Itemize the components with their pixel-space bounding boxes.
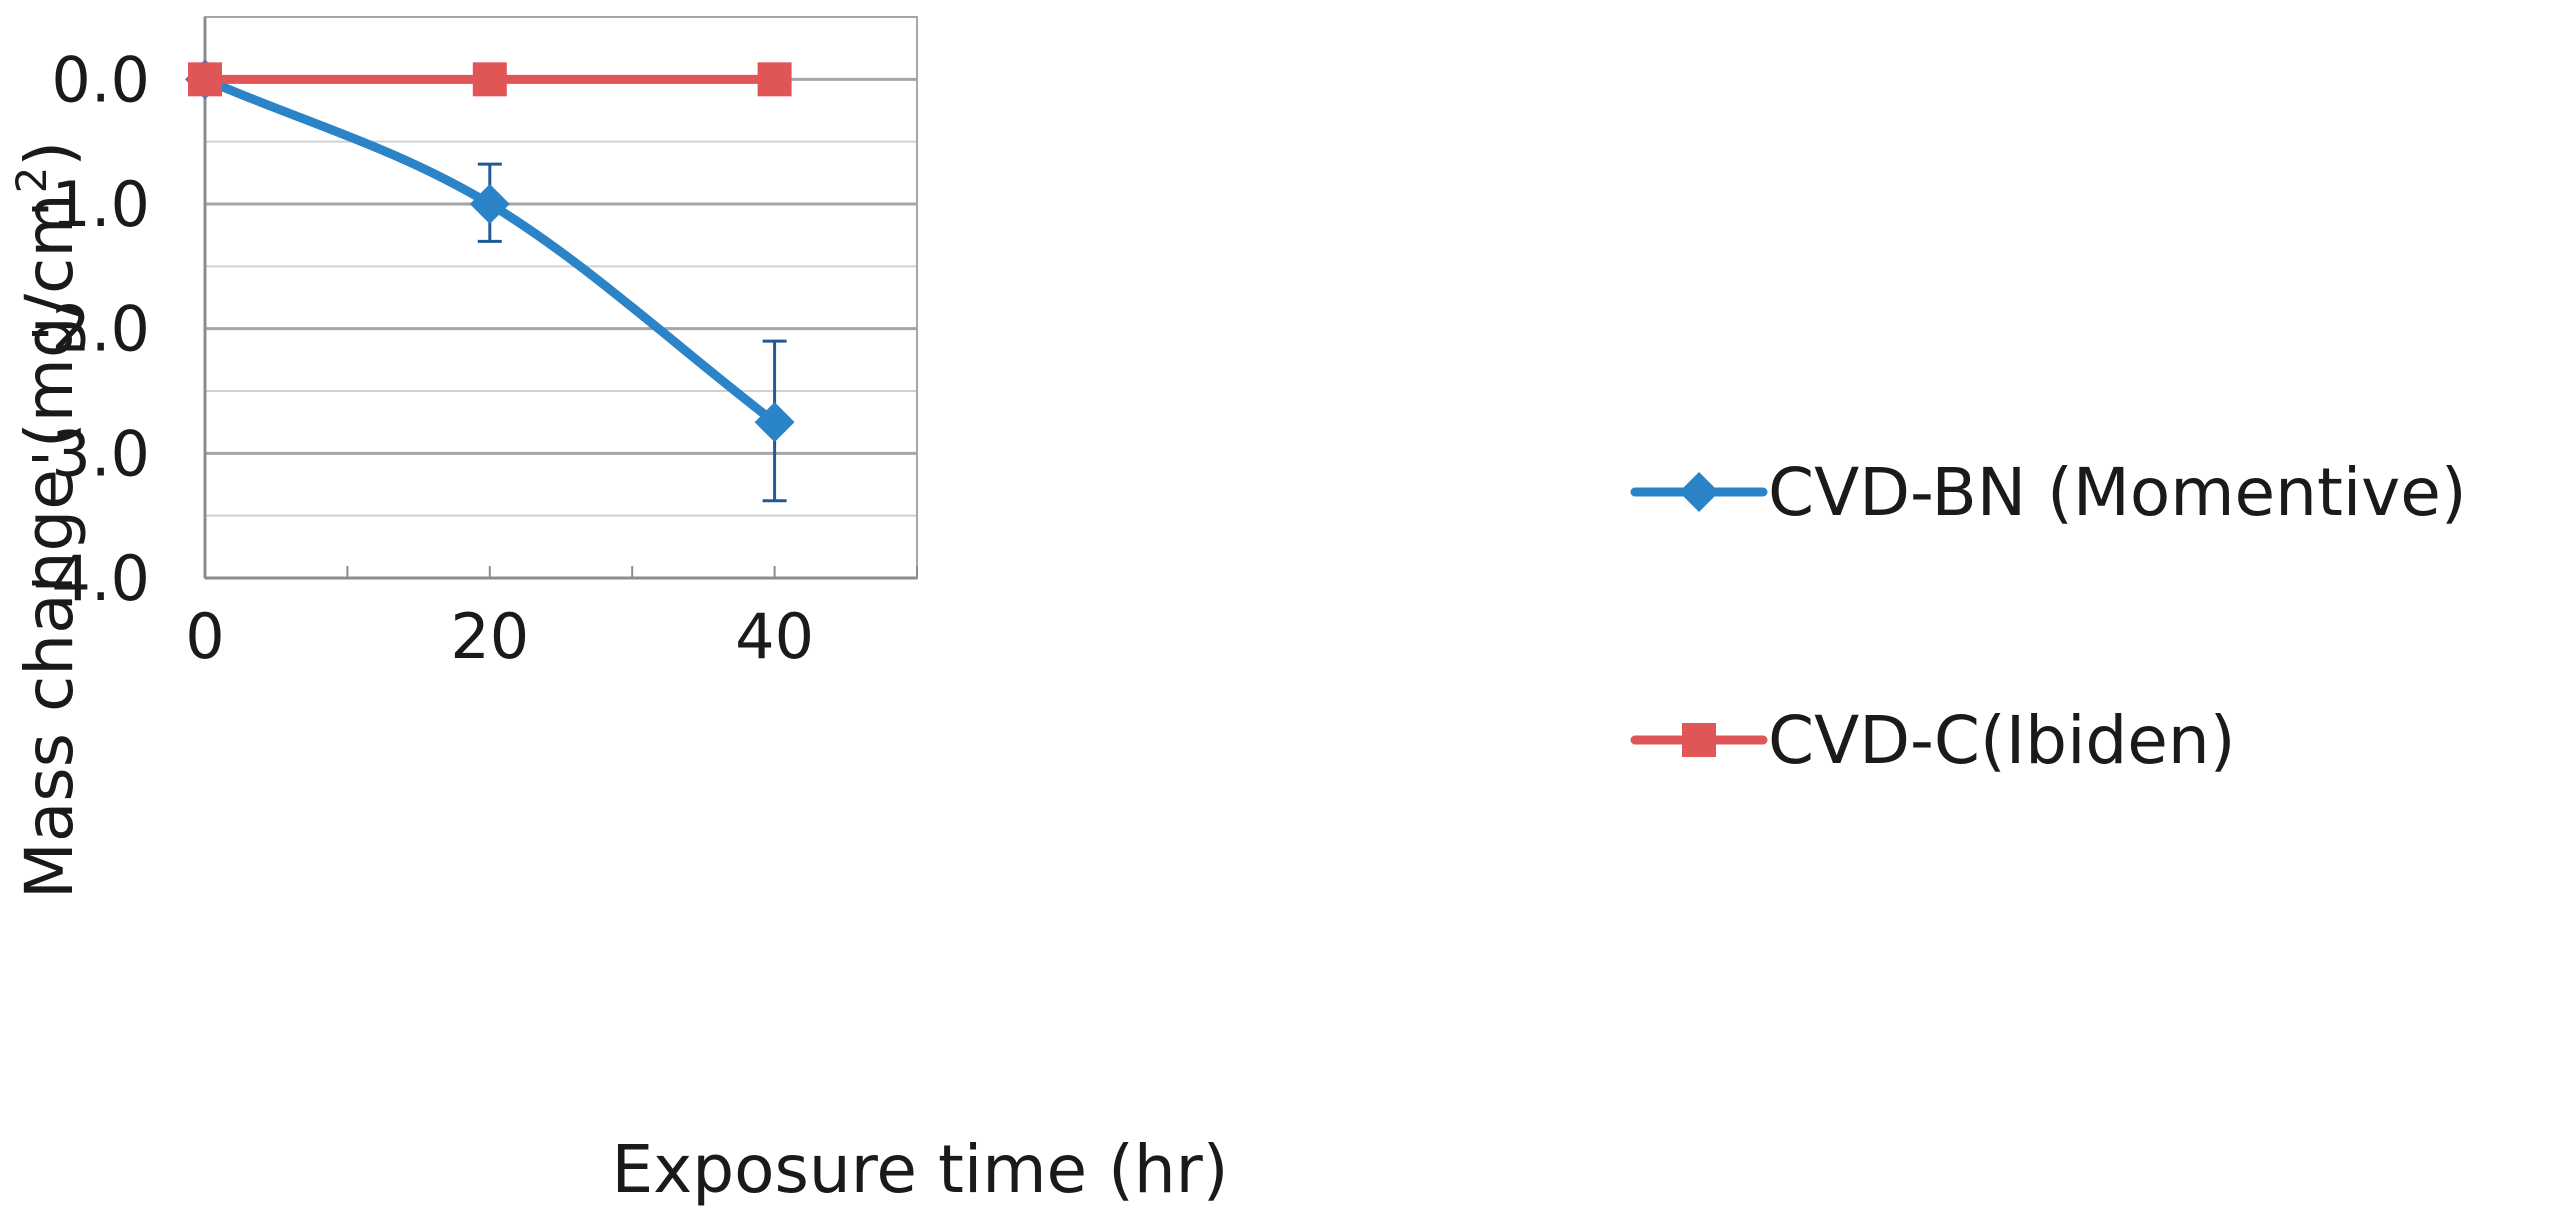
tick-labels: 0 20 40 0.0 -1.0 -2.0 -3.0 -4.0: [29, 43, 814, 673]
y-tick-label: -2.0: [29, 293, 150, 366]
data-point-cvd-c-ibiden: [472, 62, 507, 97]
legend-label-cvd-c-ibiden: CVD-C(Ibiden): [1768, 702, 2235, 779]
legend: CVD-BN (Momentive) CVD-C(Ibiden): [1630, 454, 2467, 779]
legend-swatch-marker-cvd-c-ibiden: [1682, 723, 1716, 757]
y-axis-title-text: Mass change (mg/cm: [11, 193, 88, 899]
y-axis-title: Mass change (mg/cm2): [7, 141, 88, 899]
y-tick-label: -1.0: [29, 168, 150, 241]
x-tick-label: 40: [735, 600, 814, 673]
series-layer: [185, 59, 795, 503]
y-tick-label: -3.0: [29, 417, 150, 490]
x-tick-label: 20: [450, 600, 529, 673]
legend-swatch-marker-cvd-bn-momentive: [1679, 472, 1719, 512]
data-point-cvd-bn-momentive: [754, 402, 795, 443]
y-tick-label: 0.0: [51, 43, 150, 116]
data-point-cvd-c-ibiden: [188, 62, 222, 97]
y-axis-title-close: ): [11, 141, 88, 167]
axes: [203, 16, 918, 580]
data-point-cvd-c-ibiden: [757, 62, 792, 97]
data-point-cvd-bn-momentive: [469, 184, 510, 224]
x-axis-title: Exposure time (hr): [611, 1131, 1228, 1208]
y-tick-label: -4.0: [29, 542, 150, 615]
x-tick-label: 0: [185, 600, 224, 673]
y-axis-title-superscript: 2: [7, 167, 56, 194]
legend-label-cvd-bn-momentive: CVD-BN (Momentive): [1768, 454, 2467, 531]
